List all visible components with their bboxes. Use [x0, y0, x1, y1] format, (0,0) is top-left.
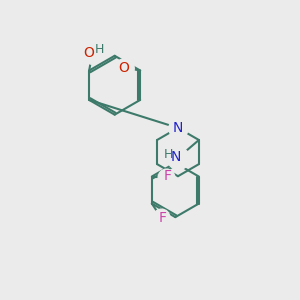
Text: H: H: [95, 43, 104, 56]
Text: H: H: [164, 148, 173, 160]
Text: F: F: [164, 169, 172, 184]
Text: F: F: [158, 211, 166, 225]
Text: N: N: [171, 150, 181, 164]
Text: O: O: [84, 46, 94, 60]
Text: N: N: [173, 121, 183, 135]
Text: O: O: [118, 61, 129, 75]
